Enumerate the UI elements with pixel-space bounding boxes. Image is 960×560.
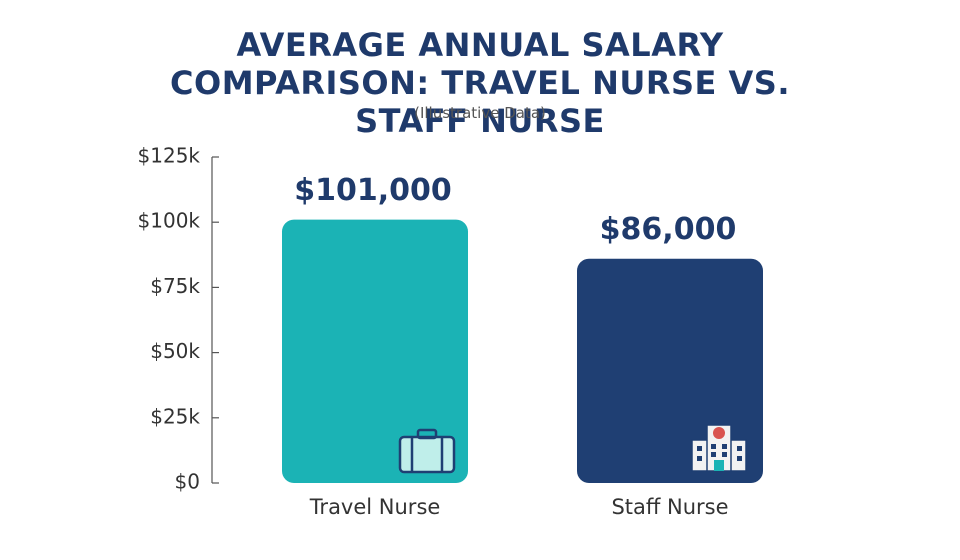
- hospital-window: [722, 444, 727, 449]
- value-label: $101,000: [294, 173, 452, 208]
- y-tick-label: $25k: [150, 404, 200, 428]
- suitcase-handle: [416, 428, 438, 440]
- hospital-window: [711, 444, 716, 449]
- hospital-window: [697, 456, 702, 461]
- chart-subtitle: (Illustrative Data): [414, 104, 546, 122]
- hospital-door: [714, 460, 724, 471]
- hospital-window: [722, 452, 727, 457]
- y-tick-label: $0: [175, 470, 200, 494]
- hospital-window: [737, 446, 742, 451]
- y-tick-label: $50k: [150, 339, 200, 363]
- chart-title: AVERAGE ANNUAL SALARY COMPARISON: TRAVEL…: [170, 26, 790, 140]
- y-tick-label: $75k: [150, 274, 200, 298]
- y-tick-label: $125k: [138, 144, 201, 168]
- x-tick-label: Staff Nurse: [611, 495, 728, 519]
- hospital-window: [737, 456, 742, 461]
- hospital-window: [697, 446, 702, 451]
- y-tick-label: $100k: [138, 209, 201, 233]
- x-tick-label: Travel Nurse: [309, 495, 441, 519]
- hospital-cross: [713, 427, 725, 439]
- suitcase-icon: [398, 435, 456, 474]
- value-label: $86,000: [600, 212, 737, 247]
- bar: [282, 219, 468, 484]
- hospital-window: [711, 452, 716, 457]
